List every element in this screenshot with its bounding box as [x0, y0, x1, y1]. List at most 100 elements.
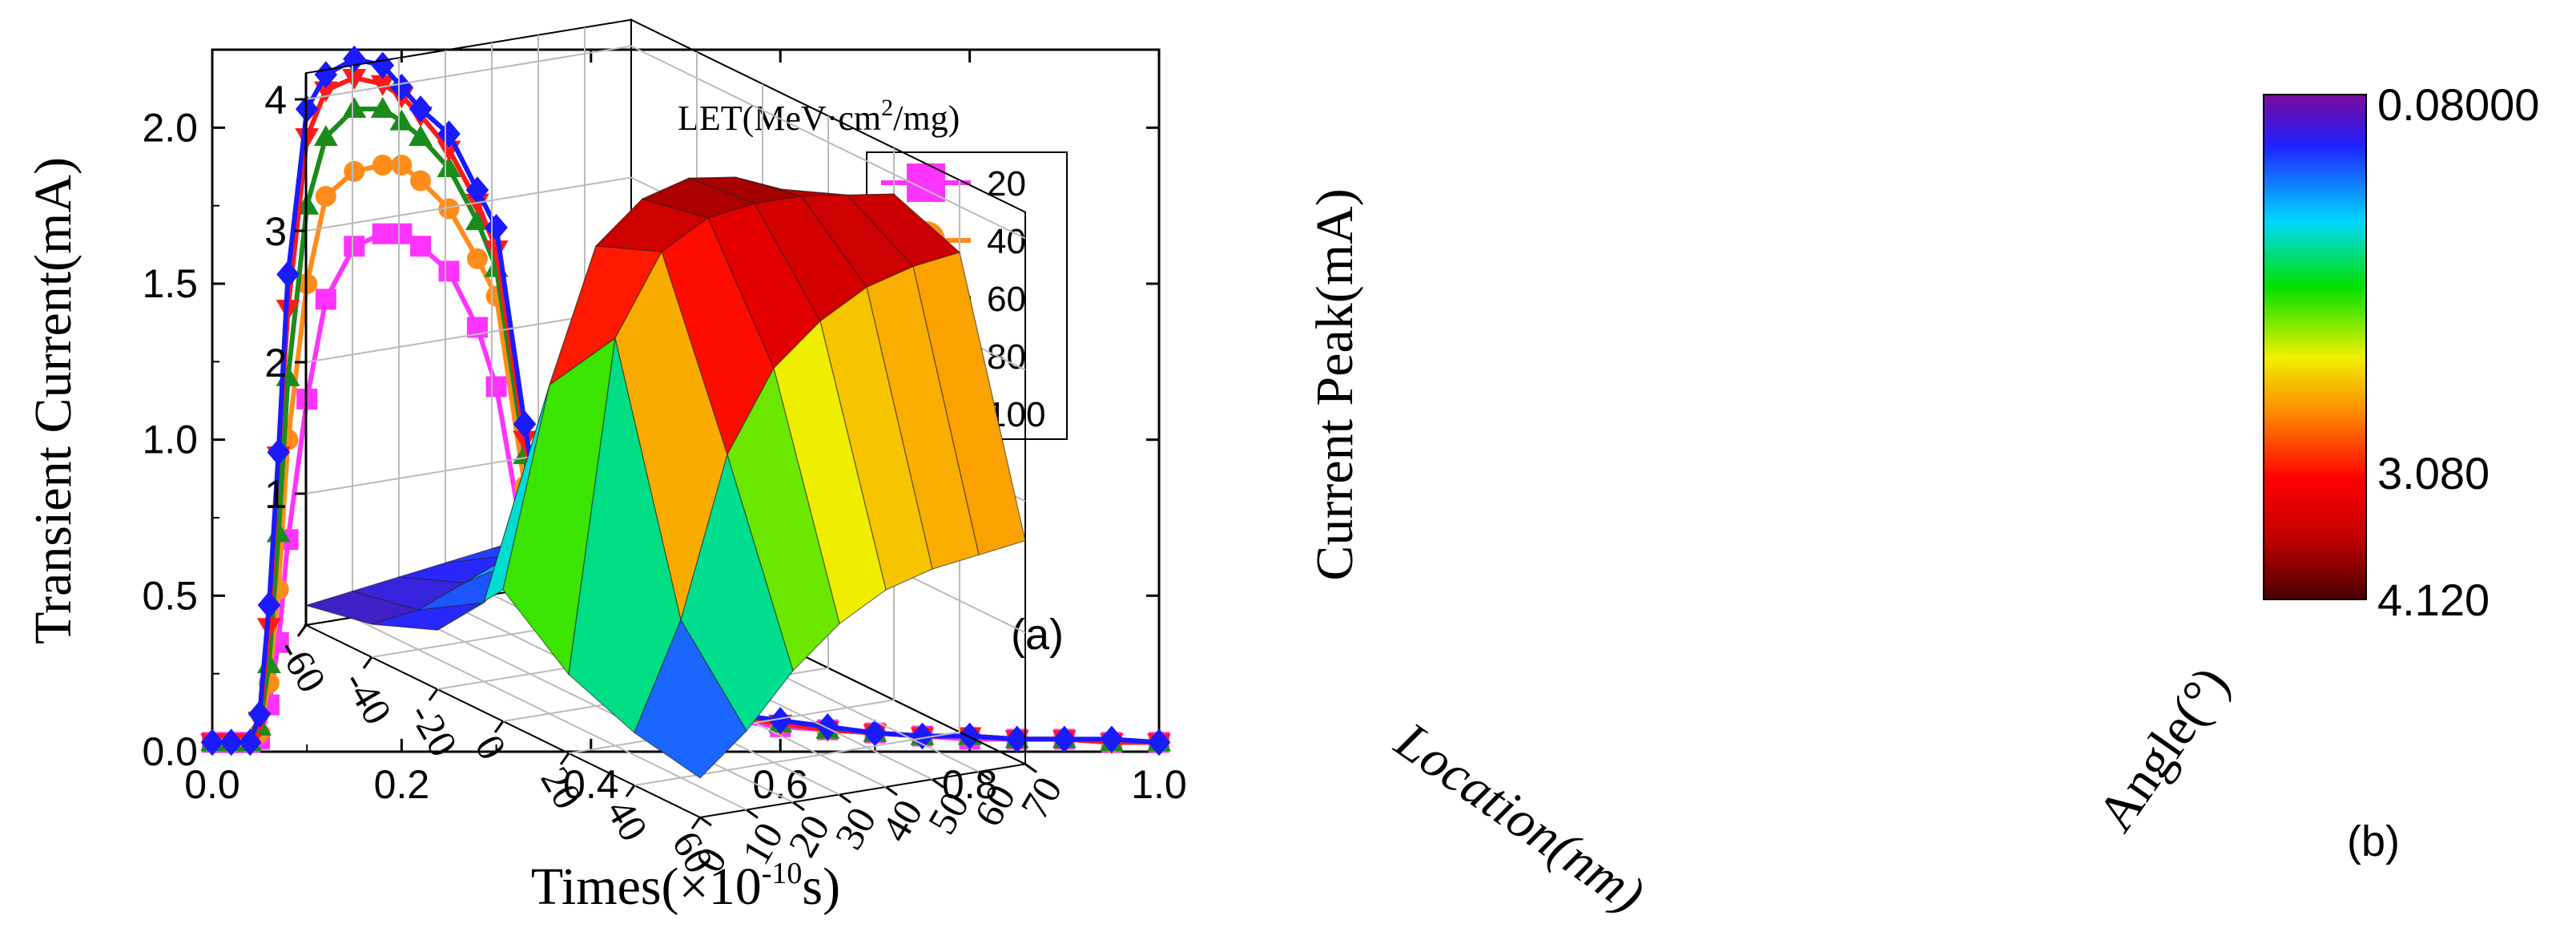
colorbar: [2263, 94, 2367, 600]
data-point-60: [465, 209, 489, 231]
y-tick-b: [792, 801, 805, 812]
colorbar-label-mid: 3.080: [2377, 448, 2489, 498]
data-point-20: [391, 223, 413, 244]
x-tick-label-b: -40: [335, 664, 400, 732]
x-axis-label-main: Times(×10: [531, 857, 762, 916]
data-point-100: [257, 591, 281, 619]
data-point-40: [315, 185, 336, 207]
y-tick-label-a: 1.0: [142, 418, 198, 462]
z-axis-label-b: Current Peak(mA): [1306, 188, 1364, 580]
data-point-100: [409, 95, 433, 123]
x-tick-label-a: 0.2: [374, 762, 430, 807]
data-point-100: [371, 51, 395, 79]
data-point-100: [485, 214, 508, 241]
data-point-20: [438, 260, 460, 282]
y-axis-label-b: Angle(°): [2086, 656, 2240, 842]
legend-title-sup: 2: [881, 95, 893, 121]
y-tick-label-b: 70: [1012, 769, 1070, 826]
legend-label: 80: [987, 337, 1026, 377]
x-tick-b: [362, 656, 373, 669]
y-axis-label-a: Transient Current(mA): [24, 157, 83, 644]
surface-patch: [634, 619, 747, 779]
x-axis-label-b: Location(nm): [1385, 711, 1655, 924]
data-point-100: [816, 712, 839, 740]
data-point-100: [1100, 725, 1124, 753]
legend-label: 60: [987, 280, 1026, 319]
x-tick-b: [493, 720, 505, 733]
data-point-100: [513, 410, 537, 438]
data-point-40: [344, 160, 365, 182]
data-point-100: [219, 728, 243, 756]
data-point-60: [342, 97, 367, 119]
y-tick-b: [932, 778, 944, 789]
y-tick-b: [978, 770, 991, 781]
z-tick-label-b: 1: [264, 472, 287, 517]
x-tick-b: [625, 785, 636, 797]
data-point-40: [410, 170, 432, 192]
data-point-100: [314, 61, 338, 89]
data-point-80: [484, 240, 509, 262]
data-point-100: [768, 707, 792, 734]
data-point-60: [389, 109, 414, 131]
z-tick-label-b: 4: [264, 78, 287, 123]
data-point-100: [1053, 725, 1077, 753]
x-axis-label-sup: -10: [762, 857, 803, 890]
data-point-100: [465, 176, 489, 204]
data-point-100: [276, 260, 300, 288]
colorbar-label-top: 0.08000: [2377, 79, 2539, 130]
data-point-80: [370, 75, 395, 96]
legend-label: 40: [987, 222, 1026, 261]
data-point-100: [1147, 728, 1171, 756]
data-point-100: [1005, 725, 1028, 753]
x-tick-b: [296, 624, 308, 637]
y-tick-label-a: 0.5: [142, 573, 198, 618]
data-point-100: [248, 700, 272, 728]
data-point-100: [958, 722, 981, 750]
x-tick-label-a: 0.4: [563, 762, 619, 807]
data-point-100: [863, 719, 887, 747]
panel-label-a: (a): [1011, 611, 1064, 659]
data-point-40: [438, 198, 460, 220]
data-point-20: [372, 223, 393, 244]
panel-label-b: (b): [2347, 817, 2400, 865]
data-point-60: [370, 97, 395, 119]
legend-title-tail: /mg): [893, 99, 960, 138]
x-tick-label-a: 0.6: [752, 762, 808, 807]
x-axis-label-a: Times(×10-10s): [531, 857, 840, 916]
z-tick-label-b: 2: [264, 341, 287, 385]
data-point-60: [409, 125, 433, 147]
axis-ticks-a: 0.0 0.2 0.4 0.6 0.8 1.00.00.51.01.52.0: [142, 49, 1187, 807]
x-tick-label-a: 1.0: [1131, 762, 1187, 807]
y-tick-b: [839, 793, 851, 804]
data-point-60: [437, 155, 461, 177]
data-point-80: [513, 430, 537, 452]
x-tick-label-b: -20: [400, 696, 466, 765]
x-tick-b: [559, 752, 570, 765]
data-point-40: [372, 155, 393, 176]
data-point-60: [313, 125, 338, 147]
data-point-100: [200, 728, 224, 756]
y-tick-b: [1024, 763, 1037, 773]
x-tick-b: [428, 688, 439, 701]
data-point-100: [343, 45, 366, 73]
data-point-20: [344, 236, 365, 257]
y-tick-b: [885, 785, 898, 797]
data-point-100: [911, 722, 934, 750]
data-point-20: [485, 376, 507, 397]
data-point-40: [466, 248, 488, 269]
data-point-20: [410, 236, 432, 257]
z-tick-label-b: 3: [264, 209, 287, 254]
data-point-40: [391, 155, 413, 176]
colorbar-label-bottom: 4.120: [2377, 575, 2489, 625]
data-point-100: [238, 728, 262, 756]
x-axis-label-tail: s): [802, 857, 840, 916]
y-tick-label-a: 2.0: [142, 105, 198, 150]
x-tick-label-b: 0: [466, 728, 515, 768]
data-point-100: [267, 438, 291, 466]
y-tick-label-a: 0.0: [142, 729, 198, 774]
data-point-20: [315, 288, 336, 310]
x-tick-label-a: 0.0: [184, 762, 240, 807]
y-tick-label-a: 1.5: [142, 261, 198, 306]
y-tick-b: [699, 816, 712, 827]
